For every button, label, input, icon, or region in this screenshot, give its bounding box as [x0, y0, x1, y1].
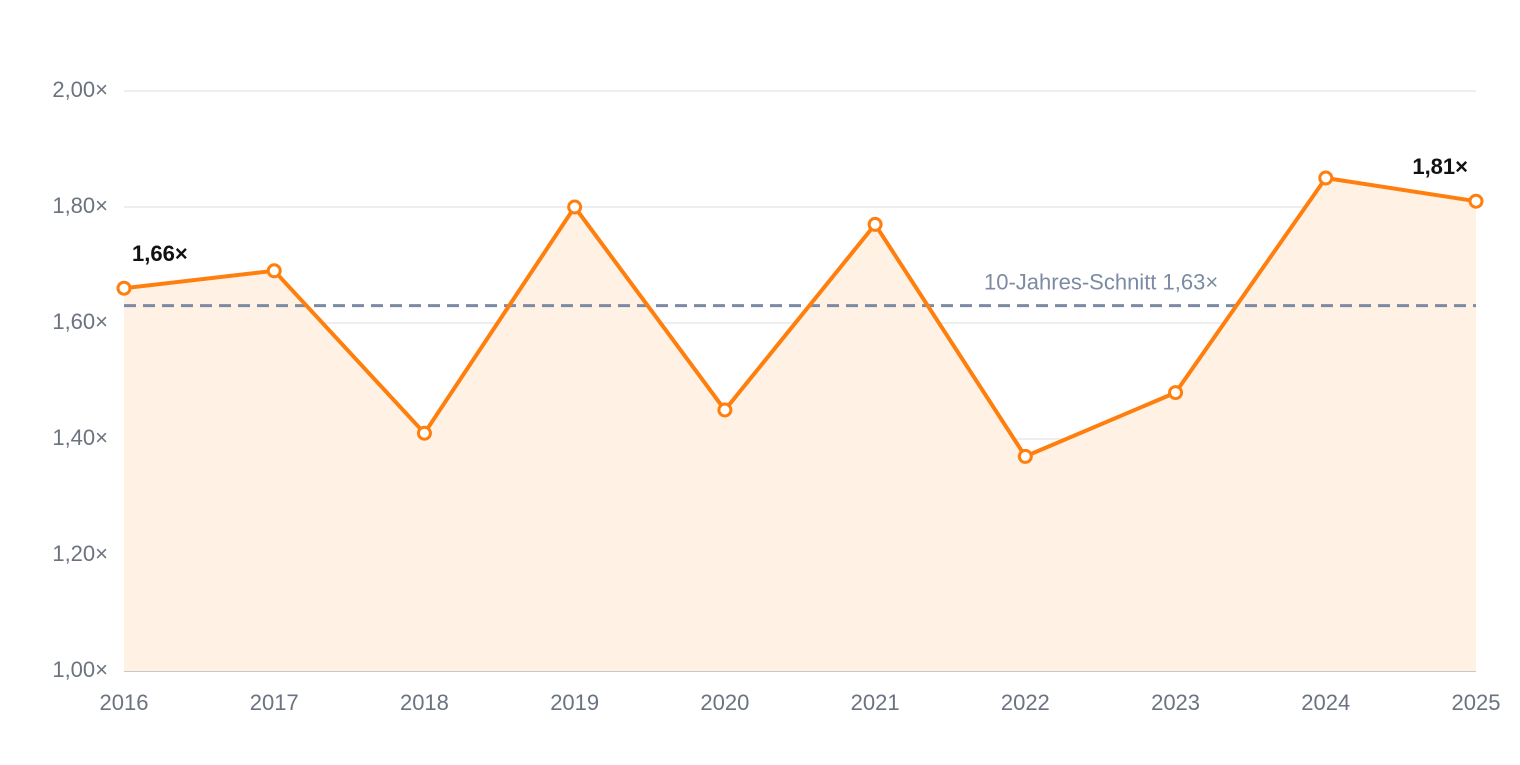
y-tick-label: 1,20×: [52, 541, 108, 566]
marker: [116, 280, 132, 296]
reference-label: 10-Jahres-Schnitt 1,63×: [984, 269, 1218, 294]
grid: [124, 90, 1476, 672]
value-label: 1,81×: [1412, 154, 1468, 179]
marker: [1168, 385, 1184, 401]
value-label: 1,66×: [132, 241, 188, 266]
area: [124, 178, 1476, 671]
marker: [266, 263, 282, 279]
y-tick-label: 1,00×: [52, 657, 108, 682]
x-tick-label: 2024: [1301, 690, 1350, 715]
marker: [1318, 170, 1334, 186]
plot: 10-Jahres-Schnitt 1,63× 1,66× 1,81×: [116, 154, 1484, 464]
y-tick-label: 1,60×: [52, 309, 108, 334]
marker: [867, 216, 883, 232]
marker: [1017, 448, 1033, 464]
x-tick-label: 2025: [1452, 690, 1501, 715]
marker: [717, 402, 733, 418]
line: [123, 176, 1477, 459]
x-tick-label: 2019: [550, 690, 599, 715]
x-tick-label: 2021: [851, 690, 900, 715]
y-tick-label: 1,80×: [52, 193, 108, 218]
marker: [567, 199, 583, 215]
y-tick-label: 1,40×: [52, 425, 108, 450]
x-tick-label: 2020: [700, 690, 749, 715]
x-tick-label: 2018: [400, 690, 449, 715]
x-tick-label: 2022: [1001, 690, 1050, 715]
marker: [416, 425, 432, 441]
marker: [1468, 193, 1484, 209]
x-tick-label: 2017: [250, 690, 299, 715]
y-tick-label: 2,00×: [52, 77, 108, 102]
x-tick-label: 2016: [100, 690, 149, 715]
x-tick-label: 2023: [1151, 690, 1200, 715]
